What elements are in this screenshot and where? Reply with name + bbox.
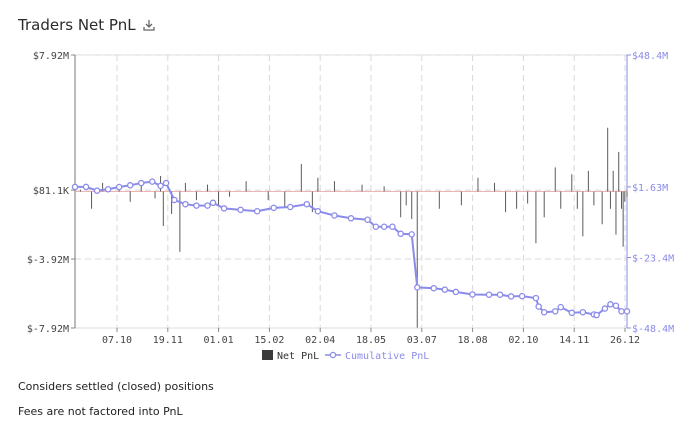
pnl-chart: $7.92M $81.1K $-3.92M $-7.92M $48.4M $1.63M $-… <box>27 51 674 362</box>
cumulative-point <box>204 202 211 209</box>
chart-title: Traders Net PnL <box>18 16 136 34</box>
x-tick-label: 18.05 <box>356 335 386 346</box>
cumulative-point <box>331 212 338 219</box>
cumulative-point <box>237 206 244 214</box>
legend-cum-marker <box>329 351 337 359</box>
cumulative-point <box>347 215 355 222</box>
cumulative-point <box>82 183 90 191</box>
cumulative-point <box>380 223 388 231</box>
x-tick-label: 18.08 <box>458 335 488 346</box>
cumulative-point <box>372 223 380 231</box>
cumulative-point <box>171 196 178 204</box>
cumulative-point <box>623 308 631 315</box>
left-tick-label: $-3.92M <box>27 255 69 266</box>
title-row: Traders Net PnL <box>18 16 156 34</box>
cumulative-point <box>408 231 415 238</box>
cumulative-point <box>115 183 123 191</box>
cumulative-point <box>193 202 200 209</box>
cumulative-point <box>607 301 614 308</box>
left-tick-label: $81.1K <box>33 186 69 197</box>
cumulative-point <box>507 293 515 300</box>
cumulative-point <box>579 308 587 316</box>
cumulative-point <box>389 223 396 231</box>
cumulative-point <box>287 203 294 211</box>
cumulative-point <box>209 199 217 207</box>
cumulative-point <box>557 303 565 311</box>
cumulative-point <box>253 207 261 215</box>
x-tick-label: 26.12 <box>610 335 640 346</box>
note-fees: Fees are not factored into PnL <box>18 405 183 418</box>
cumulative-point <box>452 288 460 296</box>
cumulative-point <box>535 303 542 310</box>
cumulative-point <box>441 286 449 293</box>
right-tick-label: $-48.4M <box>632 324 674 335</box>
x-tick-label: 07.10 <box>102 335 132 346</box>
left-tick-label: $7.92M <box>33 51 69 62</box>
cumulative-point <box>137 179 145 187</box>
cumulative-point <box>413 284 421 291</box>
cumulative-point <box>149 178 156 185</box>
x-tick-label: 15.02 <box>254 335 284 346</box>
cumulative-point <box>540 308 548 316</box>
x-tick-label: 02.04 <box>305 335 335 346</box>
notes: Considers settled (closed) positions Fee… <box>18 380 214 430</box>
cumulative-point <box>303 200 311 208</box>
right-tick-label: $1.63M <box>632 183 668 194</box>
cumulative-point <box>93 187 101 194</box>
cumulative-point <box>532 294 540 302</box>
cumulative-point <box>157 182 164 190</box>
x-tick-label: 01.01 <box>204 335 234 346</box>
cumulative-point <box>126 182 134 189</box>
cumulative-point <box>162 179 170 187</box>
cumulative-point <box>364 216 371 223</box>
cumulative-point <box>496 291 504 298</box>
cumulative-point <box>430 284 438 292</box>
x-tick-label: 19.11 <box>153 335 183 346</box>
cumulative-point <box>618 308 625 315</box>
cumulative-point <box>612 302 620 309</box>
cumulative-point <box>593 311 600 319</box>
cumulative-point <box>71 183 79 191</box>
legend-net-swatch <box>262 350 273 360</box>
cumulative-point <box>568 309 576 317</box>
cumulative-point <box>551 308 559 315</box>
legend-cum-label: Cumulative PnL <box>345 351 429 362</box>
cumulative-point <box>469 291 476 298</box>
cumulative-point <box>182 200 189 208</box>
legend-net-label: Net PnL <box>277 351 319 362</box>
x-tick-label: 03.07 <box>407 335 437 346</box>
note-settled: Considers settled (closed) positions <box>18 380 214 393</box>
cumulative-point <box>601 305 609 312</box>
right-tick-label: $-23.4M <box>632 253 674 264</box>
cumulative-point <box>518 292 526 300</box>
cumulative-point <box>104 185 112 193</box>
download-icon[interactable] <box>142 18 156 32</box>
cumulative-point <box>270 204 277 212</box>
left-tick-label: $-7.92M <box>27 324 69 335</box>
cumulative-point <box>220 205 228 212</box>
right-tick-label: $48.4M <box>632 51 668 62</box>
cumulative-point <box>314 207 322 215</box>
cumulative-point <box>485 291 493 298</box>
cumulative-point <box>397 230 404 238</box>
x-tick-label: 14.11 <box>559 335 589 346</box>
x-tick-label: 02.10 <box>508 335 538 346</box>
